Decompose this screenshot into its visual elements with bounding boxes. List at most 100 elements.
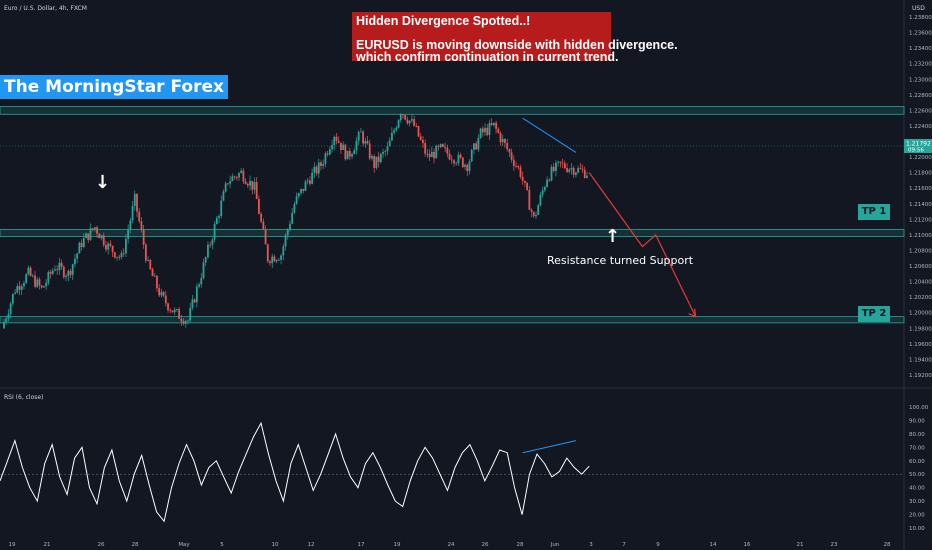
candle-body [207,244,209,258]
candle-body [364,140,367,144]
candle-body [344,144,347,160]
candle-body [342,144,345,150]
candle-body [295,196,298,204]
candle-body [583,169,586,178]
time-tick-label: 14 [710,542,717,548]
divergence-callout: Hidden Divergence Spotted..! EURUSD is m… [352,12,678,63]
candle-body [579,168,582,169]
candle-body [280,255,282,260]
candle-body [393,130,396,133]
price-tick-label: 1.22600 [909,108,932,114]
candle-body [191,299,194,308]
candle-body [541,190,544,195]
candle-body [484,127,486,133]
time-tick-label: 7 [622,542,626,548]
candle-body [204,257,207,263]
candle-body [85,233,87,239]
candle-body [131,206,134,221]
candle-body [300,188,302,194]
candle-body [178,309,181,319]
candle-body [530,209,533,212]
candle-body [133,193,136,207]
candle-body [180,318,183,322]
candle-body [306,180,309,182]
candle-body [537,205,540,215]
time-tick-label: 5 [220,542,224,548]
time-tick-label: 3 [589,542,593,548]
candle-body [138,211,141,222]
candle-body [169,310,172,311]
candle-body [49,272,52,274]
candle-body [497,128,500,133]
candle-body [93,227,96,230]
candle-body [470,149,473,162]
price-tick-label: 1.23200 [909,62,932,68]
candle-body [402,114,404,116]
candle-body [18,286,21,290]
rsi-tick-label: 80.00 [909,432,925,438]
time-tick-label: 19 [9,542,16,548]
candle-body [275,260,278,262]
candle-body [80,242,83,247]
candle-body [575,172,577,175]
price-tick-label: 1.21000 [909,233,932,239]
brand-banner: The MorningStar Forex [0,75,228,99]
candle-body [284,235,287,247]
candle-body [481,128,484,133]
rsi-tick-label: 50.00 [909,472,925,478]
candle-body [377,156,380,162]
candle-body [171,310,174,313]
time-tick-label: 21 [797,542,804,548]
candle-body [475,143,478,150]
candle-body [351,154,353,157]
candle-body [439,144,442,148]
rsi-tick-label: 100.00 [909,405,929,411]
candle-body [160,292,163,296]
candle-body [147,259,149,261]
candle-body [548,179,551,181]
candle-body [182,321,185,324]
candle-body [581,168,584,170]
price-tick-label: 1.22000 [909,155,932,161]
last-price-tag [904,139,932,153]
candle-body [371,155,373,159]
candle-body [167,303,169,311]
rsi-tick-label: 10.00 [909,526,925,532]
time-tick-label: 26 [98,542,105,548]
zone-2 [0,229,905,237]
candle-body [561,162,564,164]
time-tick-label: 28 [517,542,524,548]
candle-body [459,154,462,158]
candle-body [368,143,371,159]
candle-body [23,282,25,287]
tp1-tag: TP 1 [858,204,890,220]
candle-body [218,216,220,218]
candle-body [448,153,451,160]
candle-body [65,276,67,278]
candle-body [433,151,435,159]
candle-body [346,150,349,160]
price-tick-label: 1.20600 [909,264,932,270]
candle-body [14,292,16,294]
candle-body [156,275,158,289]
candle-body [453,160,455,164]
candle-body [435,145,438,159]
projection-line [588,172,697,317]
support-annotation: Resistance turned Support [547,254,694,267]
candle-body [552,166,555,172]
candle-body [391,132,393,141]
candle-body [384,151,387,152]
candle-body [388,140,391,147]
candle-body [158,288,161,296]
candle-body [271,256,274,264]
candle-body [410,119,413,121]
time-tick-label: 26 [482,542,489,548]
candle-body [129,220,132,230]
rsi-tick-label: 40.00 [909,486,925,492]
candle-body [446,147,449,154]
candle-body [333,136,336,146]
candle-body [231,176,234,182]
candle-body [348,150,351,157]
candle-body [195,286,198,303]
